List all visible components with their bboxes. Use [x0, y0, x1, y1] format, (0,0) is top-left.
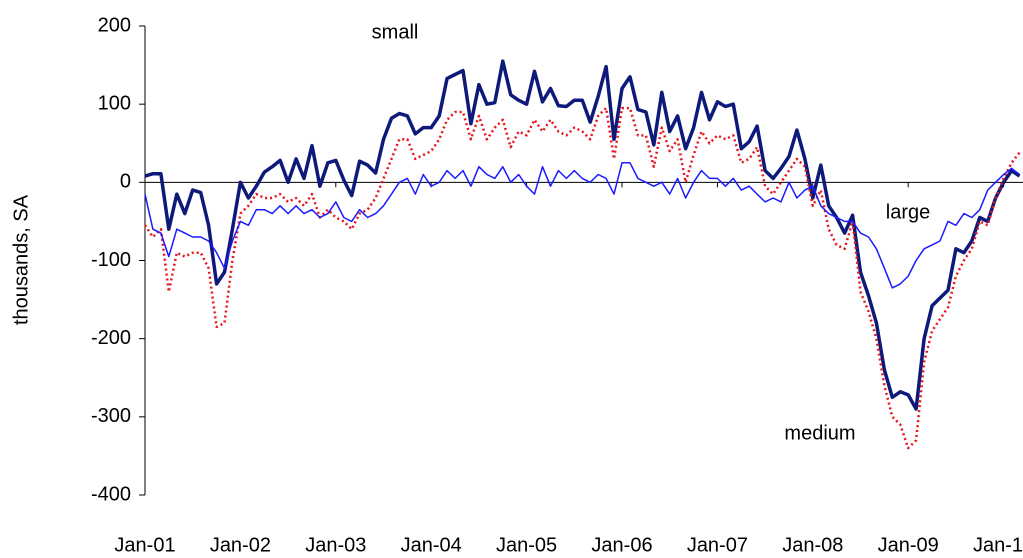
y-tick-label: -100 — [91, 249, 131, 271]
x-tick-label: Jan-09 — [878, 534, 939, 556]
x-tick-label: Jan-08 — [782, 534, 843, 556]
x-tick-label: Jan-04 — [401, 534, 462, 556]
x-tick-label: Jan-01 — [114, 534, 175, 556]
y-tick-label: 100 — [98, 92, 131, 114]
x-tick-label: Jan-02 — [210, 534, 271, 556]
y-tick-label: 0 — [120, 171, 131, 193]
y-tick-label: -400 — [91, 483, 131, 505]
series-label: medium — [784, 422, 855, 444]
x-tick-label: Jan-10 — [973, 534, 1023, 556]
y-axis-label: thousands, SA — [10, 194, 32, 325]
y-tick-label: 200 — [98, 14, 131, 36]
series-line — [144, 162, 1020, 289]
x-tick-label: Jan-03 — [305, 534, 366, 556]
x-tick-label: Jan-06 — [591, 534, 652, 556]
x-tick-label: Jan-05 — [496, 534, 557, 556]
y-tick-label: -300 — [91, 405, 131, 427]
series-line — [143, 106, 1021, 450]
series-label: large — [886, 201, 930, 223]
x-tick-label: Jan-07 — [687, 534, 748, 556]
y-tick-label: -200 — [91, 327, 131, 349]
series-label: small — [372, 21, 419, 43]
series-line — [144, 59, 1021, 411]
